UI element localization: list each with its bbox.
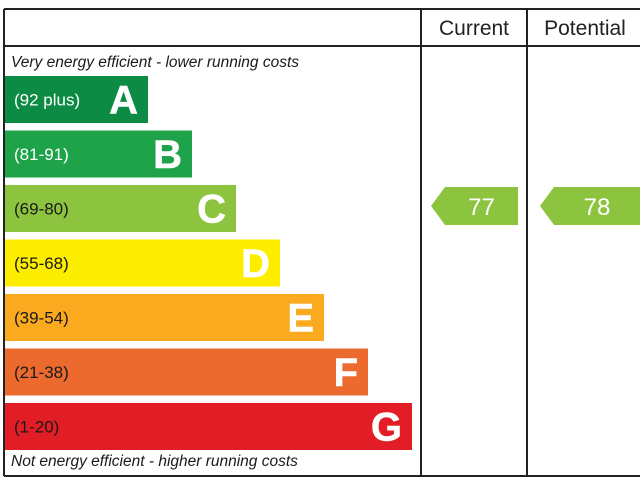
band-a: (92 plus) A xyxy=(5,76,148,123)
band-range-g: (1-20) xyxy=(14,418,59,437)
current-arrow-shape xyxy=(431,187,518,225)
band-letter-b: B xyxy=(153,133,182,177)
band-bar-d xyxy=(5,239,280,287)
chart-frame xyxy=(3,8,640,477)
band-bar-g xyxy=(5,403,412,450)
current-rating-value: 77 xyxy=(468,194,495,221)
band-letter-a: A xyxy=(109,79,138,123)
current-rating-arrow: 77 xyxy=(431,187,518,225)
band-letter-d: D xyxy=(241,242,270,286)
band-range-b: (81-91) xyxy=(14,145,69,164)
band-range-a: (92 plus) xyxy=(14,91,80,110)
band-bar-e xyxy=(5,294,324,341)
header-potential: Potential xyxy=(544,17,626,40)
band-bar-b xyxy=(5,130,192,178)
note-not-efficient: Not energy efficient - higher running co… xyxy=(11,453,298,470)
potential-rating-arrow: 78 xyxy=(540,187,640,225)
band-letter-f: F xyxy=(334,351,358,395)
header-current: Current xyxy=(439,17,509,40)
rating-indicators: 77 78 xyxy=(431,187,640,225)
band-bar-c xyxy=(5,185,236,232)
band-bar-f xyxy=(5,348,368,396)
band-bar-a xyxy=(5,76,148,123)
band-b: (81-91) B xyxy=(5,130,192,178)
band-range-d: (55-68) xyxy=(14,254,69,273)
band-letter-g: G xyxy=(371,406,402,450)
band-f: (21-38) F xyxy=(5,348,368,396)
band-e: (39-54) E xyxy=(5,294,324,341)
band-letter-c: C xyxy=(197,188,226,232)
band-range-e: (39-54) xyxy=(14,309,69,328)
band-c: (69-80) C xyxy=(5,185,236,232)
band-range-c: (69-80) xyxy=(14,200,69,219)
band-letter-e: E xyxy=(287,297,314,341)
band-g: (1-20) G xyxy=(5,403,412,450)
potential-rating-value: 78 xyxy=(584,194,611,221)
note-very-efficient: Very energy efficient - lower running co… xyxy=(11,54,299,71)
potential-arrow-shape xyxy=(540,187,640,225)
band-d: (55-68) D xyxy=(5,239,280,287)
rating-bands: (92 plus) A (81-91) B (69-80) C (55-68) D (39-54… xyxy=(5,76,412,450)
band-range-f: (21-38) xyxy=(14,363,69,382)
